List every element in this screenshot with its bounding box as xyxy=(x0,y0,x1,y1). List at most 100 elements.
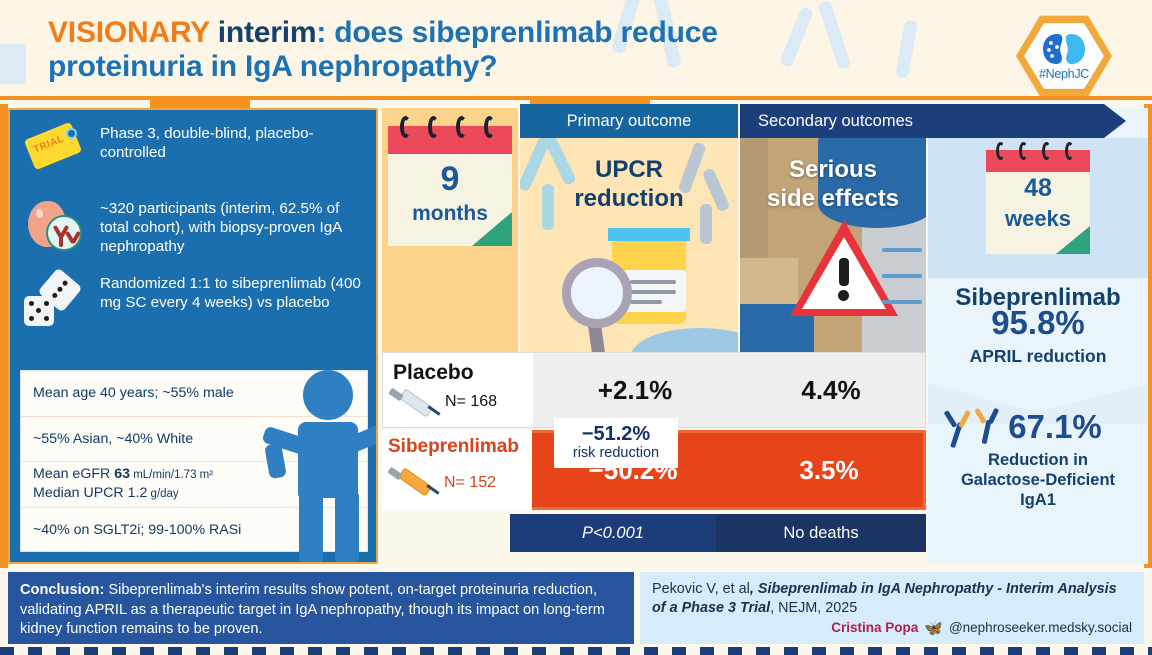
drug-name: Sibeprenlimab xyxy=(955,284,1121,311)
tab-primary-label: Primary outcome xyxy=(566,111,692,130)
placebo-primary-value: +2.1% xyxy=(533,353,737,427)
tab-secondary-label: Secondary outcomes xyxy=(758,111,914,130)
egfr-value: 63 xyxy=(114,466,130,483)
bullet-text: Randomized 1:1 to sibeprenlimab (400 mg … xyxy=(100,275,361,312)
right-timepoint-number: 48 xyxy=(1024,174,1052,202)
egfr-prefix: Mean eGFR xyxy=(33,466,115,483)
timepoint-column: 9 months xyxy=(382,108,518,354)
placebo-label-box: Placebo N= 168 xyxy=(383,353,533,427)
april-label: APRIL reduction xyxy=(969,346,1107,366)
title-question: : does sibeprenlimab reduce xyxy=(316,16,718,49)
syringe-icon xyxy=(388,387,443,421)
conclusion-text: Sibeprenlimab's interim results show pot… xyxy=(20,582,605,638)
syringe-icon xyxy=(387,466,442,500)
placebo-arm-name: Placebo xyxy=(393,361,474,384)
calendar-icon: 48 weeks xyxy=(986,142,1090,254)
results-table: +2.1% 4.4% Placebo N= 168 −50.2% 3.5% Si… xyxy=(382,352,926,568)
bullet-item: TRIAL Phase 3, double-blind, placebo-con… xyxy=(22,120,364,182)
conclusion-box: Conclusion: Sibeprenlimab's interim resu… xyxy=(8,572,634,644)
bullet-text: Phase 3, double-blind, placebo-controlle… xyxy=(100,125,314,162)
primary-outcome-title: UPCR reduction xyxy=(520,156,738,214)
placebo-secondary-value: 4.4% xyxy=(737,353,925,427)
primary-title-line1: UPCR xyxy=(594,156,663,183)
orange-tab xyxy=(150,100,250,108)
citation-box: Pekovic V, et al, Sibeprenlimab in IgA N… xyxy=(640,572,1144,644)
upcr-value: 1.2 xyxy=(127,485,148,502)
bullet-item: ~320 participants (interim, 62.5% of tot… xyxy=(22,195,364,257)
citation-journal: , NEJM, 2025 xyxy=(770,599,858,616)
tab-primary-outcome[interactable]: Primary outcome xyxy=(520,104,738,138)
footer: Conclusion: Sibeprenlimab's interim resu… xyxy=(0,568,1152,655)
right-timepoint-unit: weeks xyxy=(1004,206,1072,231)
footer-dash-pattern xyxy=(0,647,1152,655)
bluesky-butterfly-icon: 🦋 xyxy=(924,619,943,637)
secondary-outcome-column: Serious side effects xyxy=(740,108,926,354)
sibe-secondary-value: 3.5% xyxy=(799,454,859,485)
trial-tag-icon: TRIAL xyxy=(22,120,88,182)
timepoint-unit: months xyxy=(412,202,488,225)
biomarker-header-block: 48 weeks Sibeprenlimab xyxy=(928,138,1148,311)
april-value: 95.8% xyxy=(991,304,1085,341)
demographics-row: ~40% on SGLT2i; 99-100% RASi xyxy=(33,522,242,539)
dice-icon xyxy=(22,267,88,332)
pvalue-row: P<0.001 No deaths xyxy=(510,514,926,552)
no-deaths-cell: No deaths xyxy=(716,514,926,552)
risk-reduction-value: −51.2% xyxy=(581,423,651,446)
warning-triangle-icon xyxy=(790,220,898,316)
gdiga1-label-line2: Galactose-Deficient xyxy=(960,471,1116,490)
demographics-row: Mean age 40 years; ~55% male xyxy=(21,371,367,417)
sibe-n: N= 152 xyxy=(444,474,497,491)
demographics-row: Mean eGFR 63 mL/min/1.73 m² Median UPCR … xyxy=(21,462,367,508)
gdiga1-value: 67.1% xyxy=(1008,408,1102,445)
nephjc-logo[interactable]: #NephJC xyxy=(1016,14,1112,98)
page-title: VISIONARY interim: does sibeprenlimab re… xyxy=(48,16,908,83)
bullet-item: Randomized 1:1 to sibeprenlimab (400 mg … xyxy=(22,267,364,332)
gdiga1-label-line3: IgA1 xyxy=(1020,491,1056,510)
left-stripe xyxy=(0,104,8,568)
sibe-arm-name: Sibeprenlimab xyxy=(388,436,519,457)
upcr-unit: g/day xyxy=(147,488,179,501)
patient-figure-icon xyxy=(261,366,376,562)
kidney-biopsy-icon xyxy=(22,195,88,257)
main-content: TRIAL Phase 3, double-blind, placebo-con… xyxy=(0,104,1152,568)
risk-reduction-label: risk reduction xyxy=(572,444,660,461)
citation-title: , Sibeprenlimab in IgA Nephropathy - Int… xyxy=(652,581,1117,616)
primary-outcome-column: UPCR reduction xyxy=(520,108,738,354)
biomarker-panel: 48 weeks Sibeprenlimab 95.8% APRIL reduc… xyxy=(928,108,1148,564)
bullet-text: ~320 participants (interim, 62.5% of tot… xyxy=(100,200,342,256)
timepoint-number: 9 xyxy=(440,160,460,198)
gdiga1-label-line1: Reduction in xyxy=(988,451,1088,469)
secondary-title-line2: side effects xyxy=(766,184,900,212)
title-visionary: VISIONARY xyxy=(48,16,210,49)
kidney-icon xyxy=(1043,33,1085,64)
gdiga1-label: Reduction in Galactose-Deficient IgA1 xyxy=(928,450,1148,510)
secondary-outcome-title: Serious side effects xyxy=(740,156,926,214)
secondary-title-line1: Serious xyxy=(788,156,878,183)
upcr-prefix: Median UPCR xyxy=(33,485,128,502)
placebo-n: N= 168 xyxy=(445,393,498,410)
header: VISIONARY interim: does sibeprenlimab re… xyxy=(0,0,1152,100)
citation-authors: Pekovic V, et al xyxy=(652,581,750,597)
demographics-row: ~55% Asian, ~40% White xyxy=(21,417,367,462)
table-row: +2.1% 4.4% Placebo N= 168 xyxy=(382,352,926,428)
right-stripe xyxy=(1144,104,1152,568)
author-name: Cristina Popa xyxy=(831,620,919,636)
social-handle: @nephroseeker.medsky.social xyxy=(948,620,1132,636)
april-stat: 95.8% APRIL reduction xyxy=(928,304,1148,367)
author-handle[interactable]: Cristina Popa 🦋 @nephroseeker.medsky.soc… xyxy=(831,619,1132,639)
study-bullets: TRIAL Phase 3, double-blind, placebo-con… xyxy=(10,110,376,332)
tab-secondary-outcomes[interactable]: Secondary outcomes xyxy=(740,104,1126,138)
sibe-label-box: Sibeprenlimab N= 152 xyxy=(382,430,532,510)
pvalue-cell: P<0.001 xyxy=(510,514,716,552)
header-divider xyxy=(0,96,1152,100)
primary-title-line2: reduction xyxy=(574,184,684,212)
header-decoration xyxy=(0,44,26,84)
risk-reduction-callout: −51.2% risk reduction xyxy=(554,418,678,468)
logo-text: #NephJC xyxy=(1038,66,1089,81)
conclusion-label: Conclusion: xyxy=(20,582,105,598)
calendar-icon: 9 months xyxy=(388,116,512,246)
study-design-panel: TRIAL Phase 3, double-blind, placebo-con… xyxy=(8,108,378,564)
title-interim: interim xyxy=(209,16,317,49)
gdiga1-stat: 67.1% Reduction in Galactose-Deficient I… xyxy=(928,408,1148,510)
